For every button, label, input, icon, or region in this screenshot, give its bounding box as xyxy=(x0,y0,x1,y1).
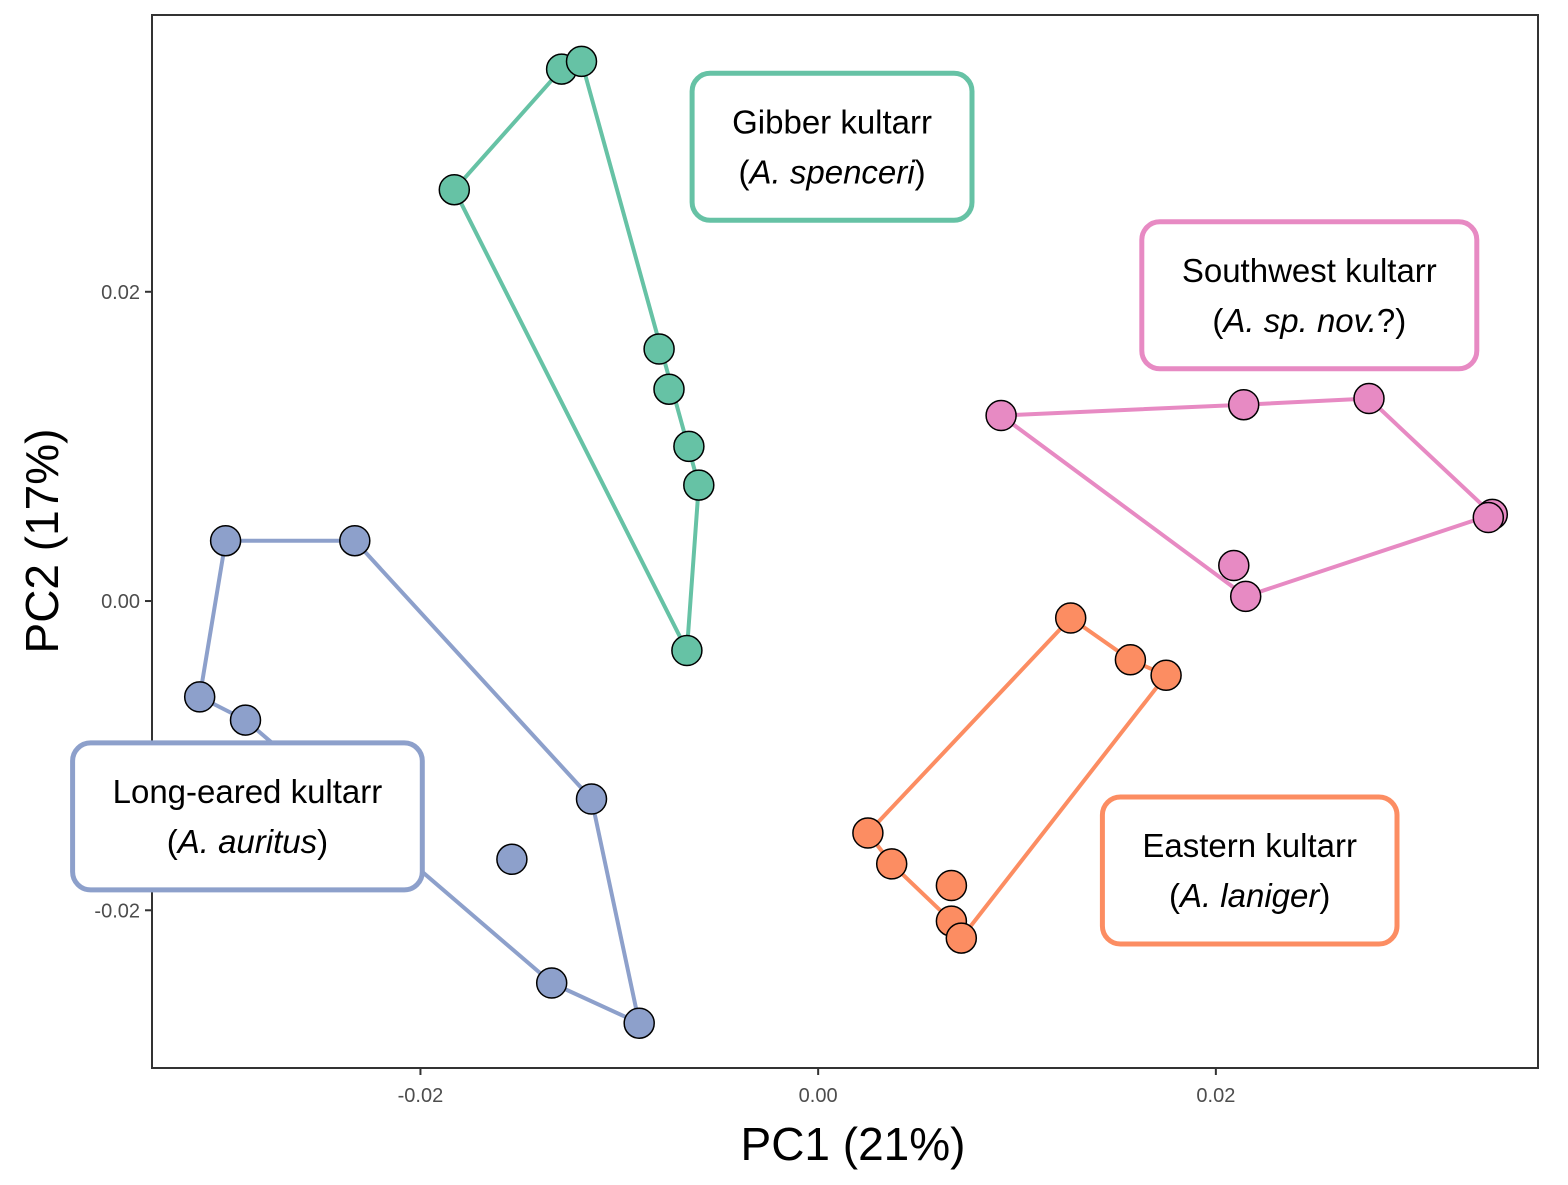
label-name-eastern-kultarr: Eastern kultarr xyxy=(1142,827,1357,864)
y-tick-label: 0.00 xyxy=(101,591,140,613)
label-gibber-kultarr: Gibber kultarr (A. spenceri) xyxy=(689,70,975,223)
label-species-name: A. sp. nov. xyxy=(1221,302,1376,339)
y-tick-label: 0.02 xyxy=(101,282,140,304)
label-close-paren: ?) xyxy=(1377,302,1406,339)
x-axis: -0.02 0.00 0.02 xyxy=(398,1068,1235,1107)
label-species-name: A. laniger xyxy=(1178,877,1321,914)
point-eastern-kultarr-2 xyxy=(1114,644,1147,676)
label-species-southwest-kultarr: (A. sp. nov.?) xyxy=(1212,302,1406,339)
point-eastern-kultarr-6 xyxy=(935,869,968,902)
label-open-paren: ( xyxy=(1169,877,1180,914)
point-gibber-kultarr-5 xyxy=(653,373,685,405)
point-long-eared-kultarr-6 xyxy=(496,843,528,876)
labels-layer: Gibber kultarr(A. spenceri)Southwest kul… xyxy=(70,70,1480,947)
point-eastern-kultarr-5 xyxy=(875,848,908,880)
y-tick-label: -0.02 xyxy=(94,900,140,922)
label-name-long-eared-kultarr: Long-eared kultarr xyxy=(113,773,383,810)
label-species-name: A. spenceri xyxy=(748,153,917,190)
point-gibber-kultarr-6 xyxy=(673,430,705,463)
point-gibber-kultarr-4 xyxy=(643,333,675,365)
label-box-gibber-kultarr xyxy=(689,70,975,223)
point-gibber-kultarr-7 xyxy=(683,469,715,501)
label-name-gibber-kultarr: Gibber kultarr xyxy=(732,103,932,140)
point-southwest-kultarr-7 xyxy=(1229,580,1262,613)
point-gibber-kultarr-2 xyxy=(565,45,598,78)
label-open-paren: ( xyxy=(739,153,750,190)
point-southwest-kultarr-5 xyxy=(1472,501,1505,534)
label-box-eastern-kultarr xyxy=(1099,794,1400,947)
point-eastern-kultarr-3 xyxy=(1150,659,1182,692)
point-long-eared-kultarr-1 xyxy=(209,524,242,557)
point-southwest-kultarr-3 xyxy=(1353,382,1385,415)
hull-southwest-kultarr xyxy=(999,396,1495,599)
x-tick-label: -0.02 xyxy=(398,1085,444,1107)
point-gibber-kultarr-3 xyxy=(438,173,471,206)
label-eastern-kultarr: Eastern kultarr (A. laniger) xyxy=(1099,794,1400,947)
label-species-name: A. auritus xyxy=(176,823,317,860)
point-long-eared-kultarr-3 xyxy=(183,681,216,713)
point-southwest-kultarr-2 xyxy=(1227,388,1260,421)
x-tick-label: 0.00 xyxy=(799,1085,838,1107)
point-southwest-kultarr-1 xyxy=(985,399,1017,432)
label-southwest-kultarr: Southwest kultarr (A. sp. nov.?) xyxy=(1139,219,1480,372)
label-species-eastern-kultarr: (A. laniger) xyxy=(1169,877,1330,914)
label-open-paren: ( xyxy=(167,823,178,860)
point-long-eared-kultarr-2 xyxy=(339,524,371,557)
label-long-eared-kultarr: Long-eared kultarr (A. auritus) xyxy=(70,740,425,893)
x-tick-label: 0.02 xyxy=(1196,1085,1235,1107)
point-long-eared-kultarr-8 xyxy=(623,1007,655,1039)
label-species-long-eared-kultarr: (A. auritus) xyxy=(167,823,328,860)
x-axis-title: PC1 (21%) xyxy=(741,1118,966,1170)
label-open-paren: ( xyxy=(1212,302,1223,339)
y-axis: 0.02 0.00 -0.02 xyxy=(94,282,152,922)
y-axis-title: PC2 (17%) xyxy=(16,429,68,654)
point-gibber-kultarr-8 xyxy=(671,634,703,667)
label-close-paren: ) xyxy=(1319,877,1330,914)
label-close-paren: ) xyxy=(317,823,328,860)
label-close-paren: ) xyxy=(915,153,926,190)
label-box-long-eared-kultarr xyxy=(70,740,425,893)
point-eastern-kultarr-4 xyxy=(852,817,884,849)
point-long-eared-kultarr-4 xyxy=(229,704,262,736)
label-species-gibber-kultarr: (A. spenceri) xyxy=(739,153,926,190)
point-long-eared-kultarr-7 xyxy=(535,967,568,999)
points-layer xyxy=(183,45,1509,1039)
point-eastern-kultarr-1 xyxy=(1054,602,1087,634)
label-name-southwest-kultarr: Southwest kultarr xyxy=(1182,252,1437,289)
point-long-eared-kultarr-5 xyxy=(575,783,608,815)
point-eastern-kultarr-8 xyxy=(945,922,978,954)
label-box-southwest-kultarr xyxy=(1139,219,1480,372)
point-southwest-kultarr-6 xyxy=(1218,549,1250,582)
